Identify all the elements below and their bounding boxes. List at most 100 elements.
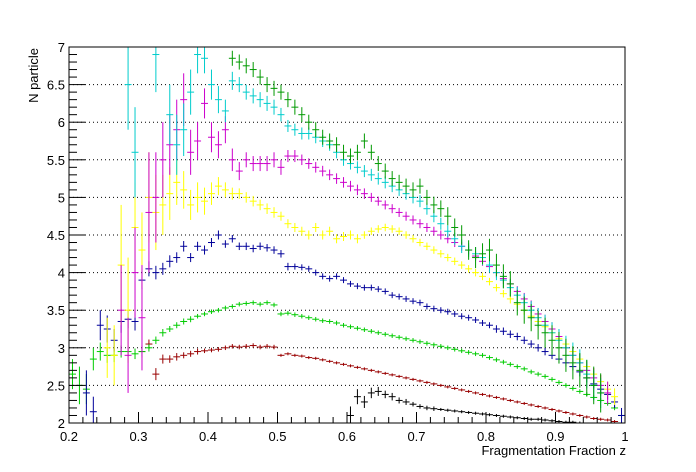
y-tick-label: 5 [58, 190, 65, 205]
data-point [388, 292, 396, 299]
data-point [298, 264, 306, 271]
data-point [270, 152, 278, 168]
data-point [395, 207, 403, 217]
x-tick-label: 1 [621, 429, 628, 444]
data-point [360, 327, 368, 333]
data-point [430, 305, 438, 312]
data-point [499, 414, 507, 418]
data-point [437, 217, 445, 230]
data-point [499, 397, 507, 401]
x-tick-label: 0.9 [546, 429, 564, 444]
y-tick-label: 5.5 [47, 153, 65, 168]
data-point [590, 366, 598, 405]
data-point [353, 144, 361, 160]
data-point [353, 161, 361, 174]
data-point [201, 47, 208, 74]
data-point [214, 230, 222, 240]
data-point [235, 242, 243, 251]
x-tick-label: 0.4 [199, 429, 217, 444]
data-point [423, 380, 431, 384]
data-point [444, 345, 452, 351]
data-point [284, 310, 292, 316]
data-point [367, 227, 375, 235]
data-point [347, 148, 354, 164]
data-point [541, 406, 549, 410]
data-point [388, 171, 396, 187]
data-point [374, 286, 382, 293]
data-point [312, 162, 320, 173]
data-point [173, 353, 181, 361]
data-point [291, 312, 299, 317]
data-point [124, 47, 132, 130]
data-point [353, 234, 361, 244]
data-point [194, 313, 202, 319]
data-point [423, 303, 431, 310]
data-point [395, 174, 403, 190]
data-point [395, 335, 403, 340]
data-point [541, 317, 549, 348]
data-point [270, 344, 278, 350]
data-point [319, 129, 327, 145]
data-point [492, 357, 500, 363]
y-axis-title: N particle [26, 48, 41, 103]
data-point [374, 370, 382, 374]
data-point [353, 184, 361, 196]
data-point [256, 69, 264, 85]
data-point [298, 107, 306, 123]
series-group [69, 47, 625, 424]
data-point [458, 261, 466, 269]
data-point [263, 344, 271, 349]
data-point [89, 347, 97, 371]
data-point [263, 156, 271, 172]
data-point [131, 227, 139, 318]
x-tick-label: 0.3 [129, 429, 147, 444]
data-point [590, 416, 598, 420]
data-point [486, 413, 493, 417]
data-point [152, 336, 160, 345]
data-point [444, 408, 452, 412]
data-point [611, 419, 619, 423]
data-point [604, 381, 612, 405]
data-point [228, 50, 236, 66]
data-point [305, 315, 313, 320]
data-point [291, 263, 299, 270]
data-point [291, 99, 299, 115]
data-point [374, 330, 382, 336]
data-point [228, 187, 236, 200]
data-point [166, 355, 174, 363]
data-point [437, 307, 445, 314]
data-point [444, 385, 452, 389]
data-point [249, 244, 257, 253]
data-point [374, 156, 382, 172]
x-tick-label: 0.7 [407, 429, 425, 444]
data-point [388, 373, 396, 377]
data-point [340, 322, 347, 328]
data-point [340, 362, 347, 366]
data-point [312, 269, 320, 276]
data-point [221, 345, 229, 351]
data-point [444, 225, 452, 238]
data-point [319, 358, 327, 362]
data-point [291, 353, 299, 357]
data-point [312, 122, 320, 138]
data-point [173, 114, 181, 175]
data-point [506, 362, 514, 367]
data-point [194, 348, 202, 355]
data-point [347, 406, 354, 423]
data-point [437, 250, 445, 258]
axes [68, 46, 626, 424]
data-point [110, 325, 118, 386]
data-point [263, 300, 271, 305]
data-point [235, 77, 243, 93]
data-point [312, 316, 320, 322]
data-point [194, 182, 202, 213]
data-point [409, 298, 417, 305]
data-point [221, 182, 229, 198]
data-point [180, 352, 188, 359]
data-point [180, 171, 188, 209]
data-point [166, 167, 174, 220]
data-point [249, 300, 257, 305]
data-point [235, 162, 243, 181]
data-point [187, 350, 195, 357]
